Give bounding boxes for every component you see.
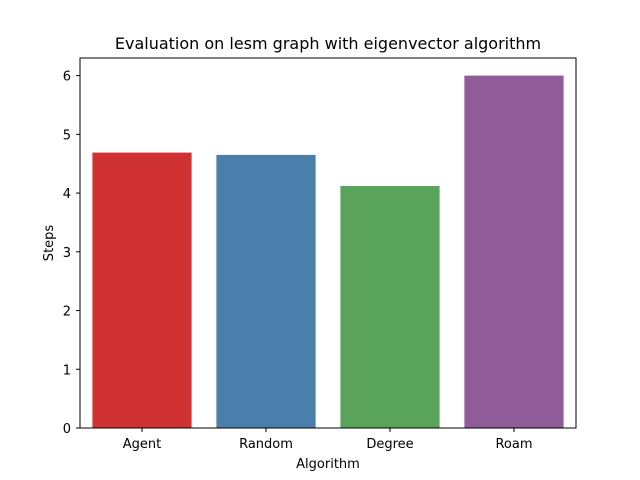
y-tick-label: 1 <box>63 363 71 378</box>
plot-frame <box>79 57 577 429</box>
bar-agent <box>92 152 192 428</box>
x-axis-ticks: Agent Random Degree Roam <box>123 428 533 452</box>
y-tick-label: 4 <box>63 187 71 202</box>
bars-group <box>92 75 564 428</box>
y-axis-ticks: 0 1 2 3 4 5 6 <box>63 70 80 437</box>
x-tick-label: Degree <box>366 437 413 452</box>
bar-random <box>216 154 316 428</box>
y-tick-label: 6 <box>63 70 71 85</box>
x-tick-label: Agent <box>123 437 161 452</box>
y-tick-label: 5 <box>63 128 71 143</box>
x-tick-label: Roam <box>495 437 532 452</box>
chart-title: Evaluation on lesm graph with eigenvecto… <box>115 34 541 53</box>
x-axis-label: Algorithm <box>296 457 360 472</box>
y-tick-label: 2 <box>63 305 71 320</box>
y-tick-label: 3 <box>63 246 71 261</box>
y-axis-label: Steps <box>42 225 57 262</box>
bar-degree <box>340 186 440 428</box>
bar-roam <box>464 75 564 428</box>
y-tick-label: 0 <box>63 422 71 437</box>
x-tick-label: Random <box>239 437 293 452</box>
